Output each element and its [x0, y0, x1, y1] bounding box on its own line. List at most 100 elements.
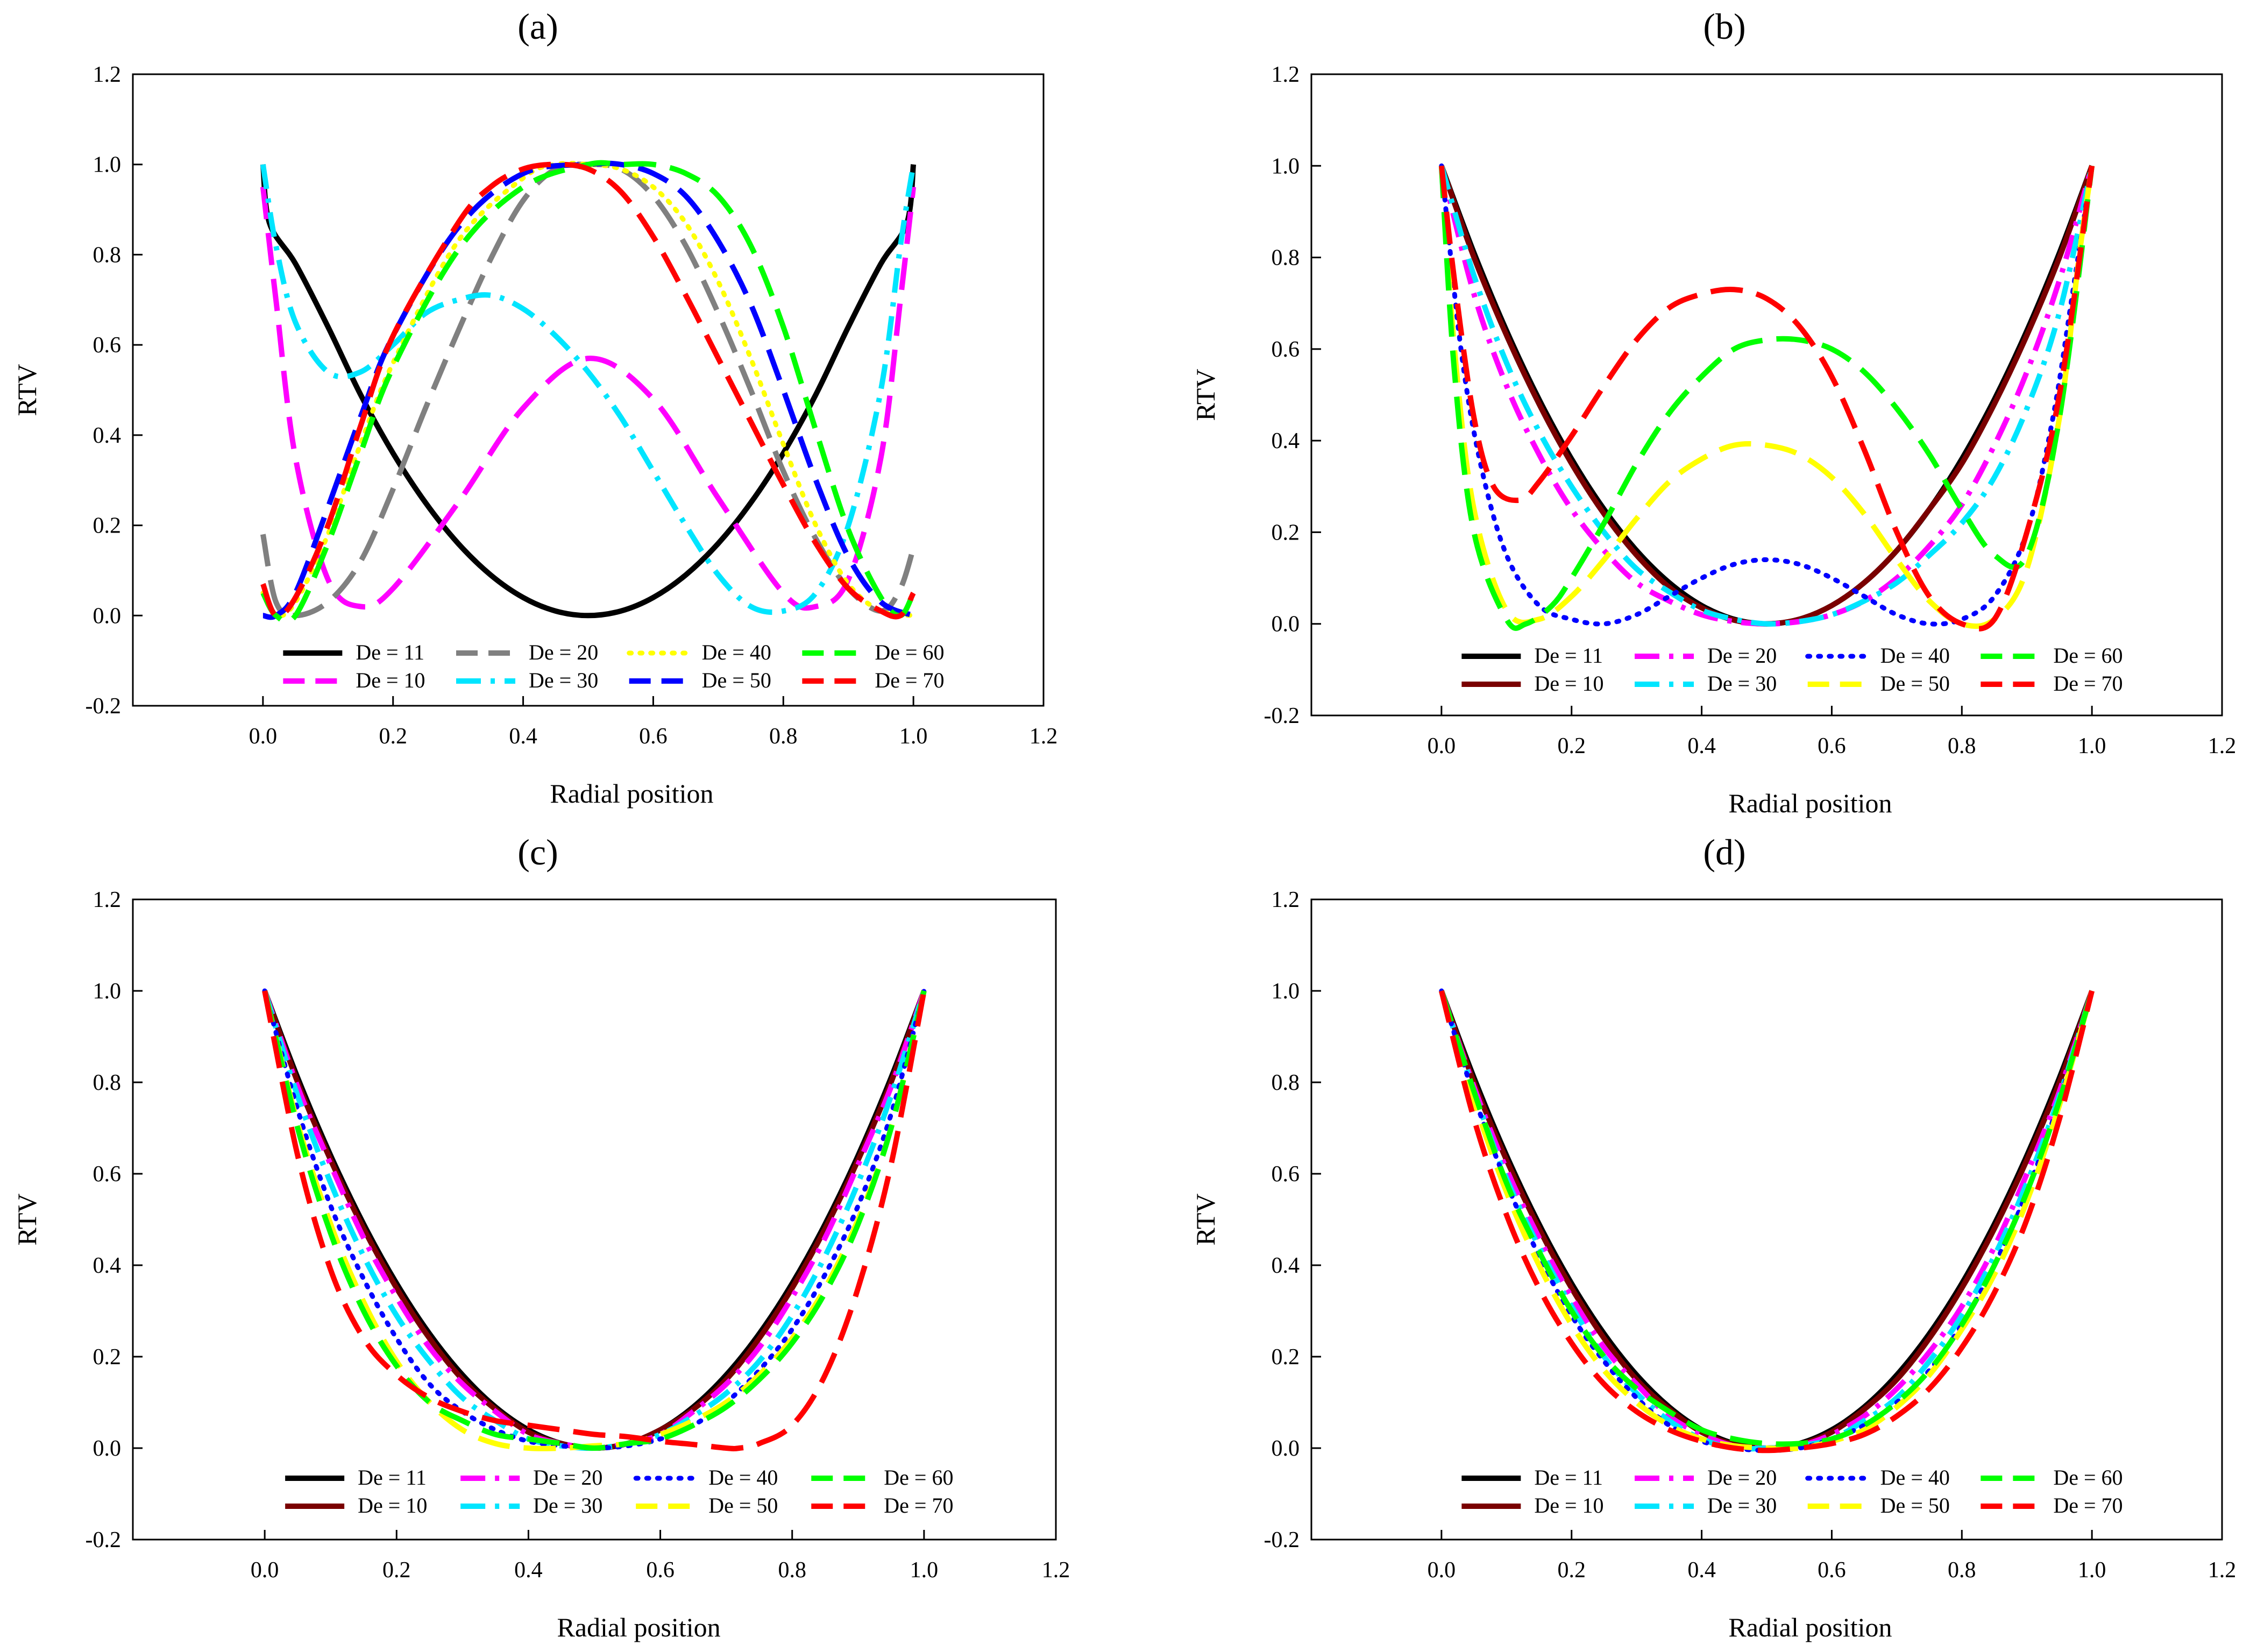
y-tick-label: 0.2 — [93, 1345, 122, 1370]
series-line-de-50 — [1438, 165, 2095, 629]
y-tick-label: 0.0 — [1272, 612, 1300, 637]
y-tick-label: 0.6 — [93, 333, 122, 358]
series-line-de-10 — [260, 187, 917, 611]
x-tick-label: 0.4 — [509, 724, 537, 749]
plot-frame — [132, 73, 1045, 707]
series-line-de-60 — [1439, 990, 2095, 1447]
x-tick-label: 0.8 — [769, 724, 798, 749]
y-tick-label: 1.2 — [93, 62, 122, 87]
y-axis-label: RTV — [1190, 1194, 1220, 1246]
series-line-de-60 — [260, 160, 916, 625]
x-tick-label: 0.0 — [251, 1558, 279, 1583]
legend-entry: De = 70 — [884, 1493, 953, 1518]
x-tick-label: 1.2 — [2208, 1558, 2237, 1583]
panel-c: (c) 0.0 0.2 0.4 0.6 0.8 1.0 1.2 -0.2 0.0 0.2 0.4 0.6… — [12, 832, 1070, 1642]
series-line-de-40 — [1439, 163, 2095, 627]
y-tick-label: 1.0 — [93, 153, 122, 178]
y-tick-label: 1.0 — [93, 979, 122, 1004]
legend-entry: De = 50 — [708, 1493, 778, 1518]
series-line-de-20 — [1439, 165, 2095, 627]
y-tick-label: -0.2 — [86, 694, 122, 719]
plot-frame — [132, 898, 1057, 1541]
panel-title: (d) — [1703, 832, 1745, 873]
legend-entry: De = 10 — [356, 668, 425, 692]
y-tick-label: 0.6 — [1272, 1162, 1300, 1187]
series-line-de-60 — [1438, 165, 2095, 631]
legend-entry: De = 20 — [533, 1465, 602, 1490]
legend-entry: De = 60 — [884, 1465, 953, 1490]
series-line-de-11 — [1439, 990, 2095, 1451]
x-tick-label: 1.0 — [2078, 734, 2106, 758]
series-group — [262, 988, 927, 1451]
y-tick-label: 0.4 — [93, 423, 122, 448]
series-line-de-70 — [262, 990, 927, 1451]
y-tick-label: 1.2 — [1272, 62, 1300, 87]
y-tick-label: 1.0 — [1272, 979, 1300, 1004]
x-tick-label: 0.0 — [1428, 734, 1456, 758]
x-tick-label: 0.8 — [778, 1558, 806, 1583]
legend: De = 11 De = 10 De = 20 De = 30 De = 40 De = … — [1461, 1465, 2123, 1518]
x-tick-label: 0.6 — [1818, 734, 1846, 758]
x-tick-label: 0.6 — [639, 724, 668, 749]
panel-d: (d) 0.0 0.2 0.4 0.6 0.8 1.0 1.2 -0.2 0.0 0.2 0.4 0.6… — [1190, 832, 2236, 1642]
x-tick-label: 1.2 — [1042, 1558, 1070, 1583]
x-tick-label: 0.2 — [1557, 734, 1586, 758]
y-tick-label: 0.6 — [1272, 337, 1300, 362]
series-line-de-60 — [262, 990, 927, 1451]
y-tick-label: 0.8 — [93, 243, 122, 267]
legend-entry: De = 20 — [1707, 643, 1777, 668]
y-tick-label: 0.6 — [93, 1162, 122, 1187]
legend-entry: De = 40 — [708, 1465, 778, 1490]
legend: De = 11 De = 10 De = 20 De = 30 De = 40 De = … — [285, 1465, 953, 1518]
y-tick-label: -0.2 — [86, 1528, 122, 1552]
legend-entry: De = 11 — [358, 1465, 427, 1490]
y-tick-label: 0.2 — [1272, 520, 1300, 545]
y-axis-label: RTV — [12, 364, 42, 416]
plot-frame — [1310, 898, 2223, 1541]
legend-entry: De = 70 — [875, 668, 944, 692]
y-axis-label: RTV — [12, 1194, 42, 1246]
legend-entry: De = 70 — [2053, 671, 2123, 696]
x-tick-label: 1.0 — [899, 724, 928, 749]
series-line-de-11 — [260, 164, 917, 619]
y-tick-label: 0.8 — [1272, 1070, 1300, 1095]
y-tick-label: 0.0 — [93, 604, 122, 628]
y-tick-label: 0.0 — [93, 1436, 122, 1461]
x-axis-label: Radial position — [1728, 788, 1892, 818]
legend-entry: De = 50 — [1880, 1493, 1950, 1518]
legend-entry: De = 30 — [1707, 1493, 1777, 1518]
series-line-de-70 — [1438, 165, 2095, 632]
series-group — [1439, 988, 2095, 1454]
legend-entry: De = 40 — [1880, 643, 1950, 668]
legend-entry: De = 30 — [529, 668, 598, 692]
x-axis-label: Radial position — [1728, 1612, 1892, 1642]
legend: De = 11 De = 10 De = 20 De = 30 De = 40 De = … — [283, 640, 945, 692]
series-group — [260, 160, 917, 625]
x-tick-label: 0.0 — [1428, 1558, 1456, 1583]
series-line-de-70 — [1439, 990, 2095, 1454]
y-tick-label: 0.2 — [1272, 1345, 1300, 1370]
x-tick-label: 0.6 — [646, 1558, 675, 1583]
x-tick-label: 0.4 — [1687, 1558, 1716, 1583]
legend-entry: De = 10 — [1534, 671, 1603, 696]
series-line-de-50 — [262, 160, 915, 620]
legend-entry: De = 11 — [1534, 643, 1603, 668]
y-tick-label: 0.2 — [93, 514, 122, 538]
y-tick-label: 1.2 — [1272, 888, 1300, 912]
legend-entry: De = 30 — [1707, 671, 1777, 696]
legend-entry: De = 40 — [702, 640, 771, 664]
x-tick-label: 0.2 — [1557, 1558, 1586, 1583]
y-tick-label: 0.4 — [1272, 429, 1300, 453]
legend-entry: De = 50 — [1880, 671, 1950, 696]
panel-title: (c) — [517, 832, 558, 873]
x-tick-label: 0.2 — [382, 1558, 411, 1583]
y-tick-label: 1.2 — [93, 888, 122, 912]
x-tick-label: 0.2 — [379, 724, 407, 749]
x-tick-label: 0.4 — [514, 1558, 543, 1583]
x-tick-label: 1.0 — [910, 1558, 939, 1583]
x-axis-label: Radial position — [550, 778, 713, 809]
plot-frame — [1310, 73, 2223, 717]
series-line-de-30 — [260, 164, 917, 615]
panel-a: (a) 0.0 0.2 0.4 0.6 0.8 1.0 1.2 -0.2 0.0 0.2 0.4 0.6… — [12, 6, 1057, 809]
